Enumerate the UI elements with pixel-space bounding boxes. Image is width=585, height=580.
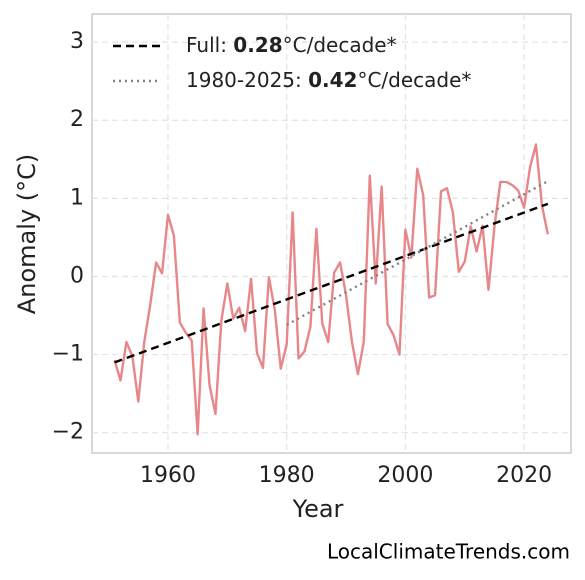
legend-label: 1980-2025: 0.42°C/decade* [186, 68, 471, 92]
y-tick-label: 2 [70, 107, 84, 132]
x-tick-label: 1960 [140, 463, 196, 488]
legend-label: Full: 0.28°C/decade* [186, 33, 397, 57]
y-tick-label: 3 [70, 29, 84, 54]
plot-frame [91, 13, 572, 454]
trend-line [114, 202, 549, 364]
x-tick-label: 2000 [377, 463, 433, 488]
source: LocalClimateTrends.com [327, 540, 570, 564]
y-tick-label: 0 [70, 263, 84, 288]
y-tick-label: −2 [52, 420, 84, 445]
x-axis-label: Year [292, 495, 344, 523]
x-tick-label: 1980 [259, 463, 315, 488]
trend-line [286, 180, 549, 326]
data-line [113, 143, 550, 436]
x-tick-label: 2020 [496, 463, 552, 488]
y-tick-label: 1 [70, 185, 84, 210]
y-axis-label: Anomaly (°C) [13, 154, 41, 314]
y-tick-label: −1 [52, 342, 84, 367]
